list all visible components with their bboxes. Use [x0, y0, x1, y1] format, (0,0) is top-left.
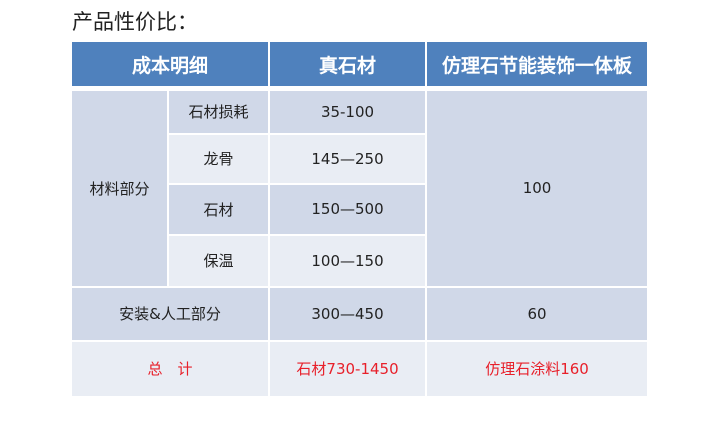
- material-label: 材料部分: [70, 87, 169, 288]
- install-label: 安装&人工部分: [69, 285, 271, 342]
- total-alt-value: 仿理石涂料160: [425, 339, 650, 398]
- item-real-value: 150—500: [268, 182, 428, 236]
- cost-comparison-table: 成本明细 真石材 仿理石节能装饰一体板 材料部分 石材损耗 35-100 100…: [69, 40, 650, 398]
- header-row: 成本明细 真石材 仿理石节能装饰一体板: [69, 40, 650, 91]
- header-cost-detail: 成本明细: [69, 40, 271, 91]
- header-imitation-panel: 仿理石节能装饰一体板: [425, 40, 650, 91]
- total-row: 总 计 石材730-1450 仿理石涂料160: [69, 339, 650, 398]
- page-title: 产品性价比：: [72, 10, 198, 34]
- item-name: 保温: [166, 233, 271, 288]
- total-label: 总 计: [69, 339, 271, 398]
- install-real-value: 300—450: [268, 285, 428, 342]
- install-alt-value: 60: [425, 285, 650, 342]
- item-real-value: 35-100: [268, 87, 428, 135]
- item-real-value: 145—250: [268, 132, 428, 185]
- total-real-value: 石材730-1450: [268, 339, 428, 398]
- header-real-stone: 真石材: [268, 40, 428, 91]
- table-row: 龙骨 145—250: [71, 132, 648, 185]
- item-name: 石材: [166, 182, 271, 236]
- table-row: 石材 150—500: [71, 182, 648, 236]
- install-row: 安装&人工部分 300—450 60: [69, 285, 650, 342]
- item-name: 石材损耗: [166, 87, 271, 135]
- table-row: 材料部分 石材损耗 35-100 100: [70, 87, 650, 288]
- item-name: 龙骨: [166, 132, 271, 185]
- material-alt-value: 100: [425, 87, 650, 288]
- item-real-value: 100—150: [268, 233, 428, 288]
- table-row: 保温 100—150: [71, 233, 648, 288]
